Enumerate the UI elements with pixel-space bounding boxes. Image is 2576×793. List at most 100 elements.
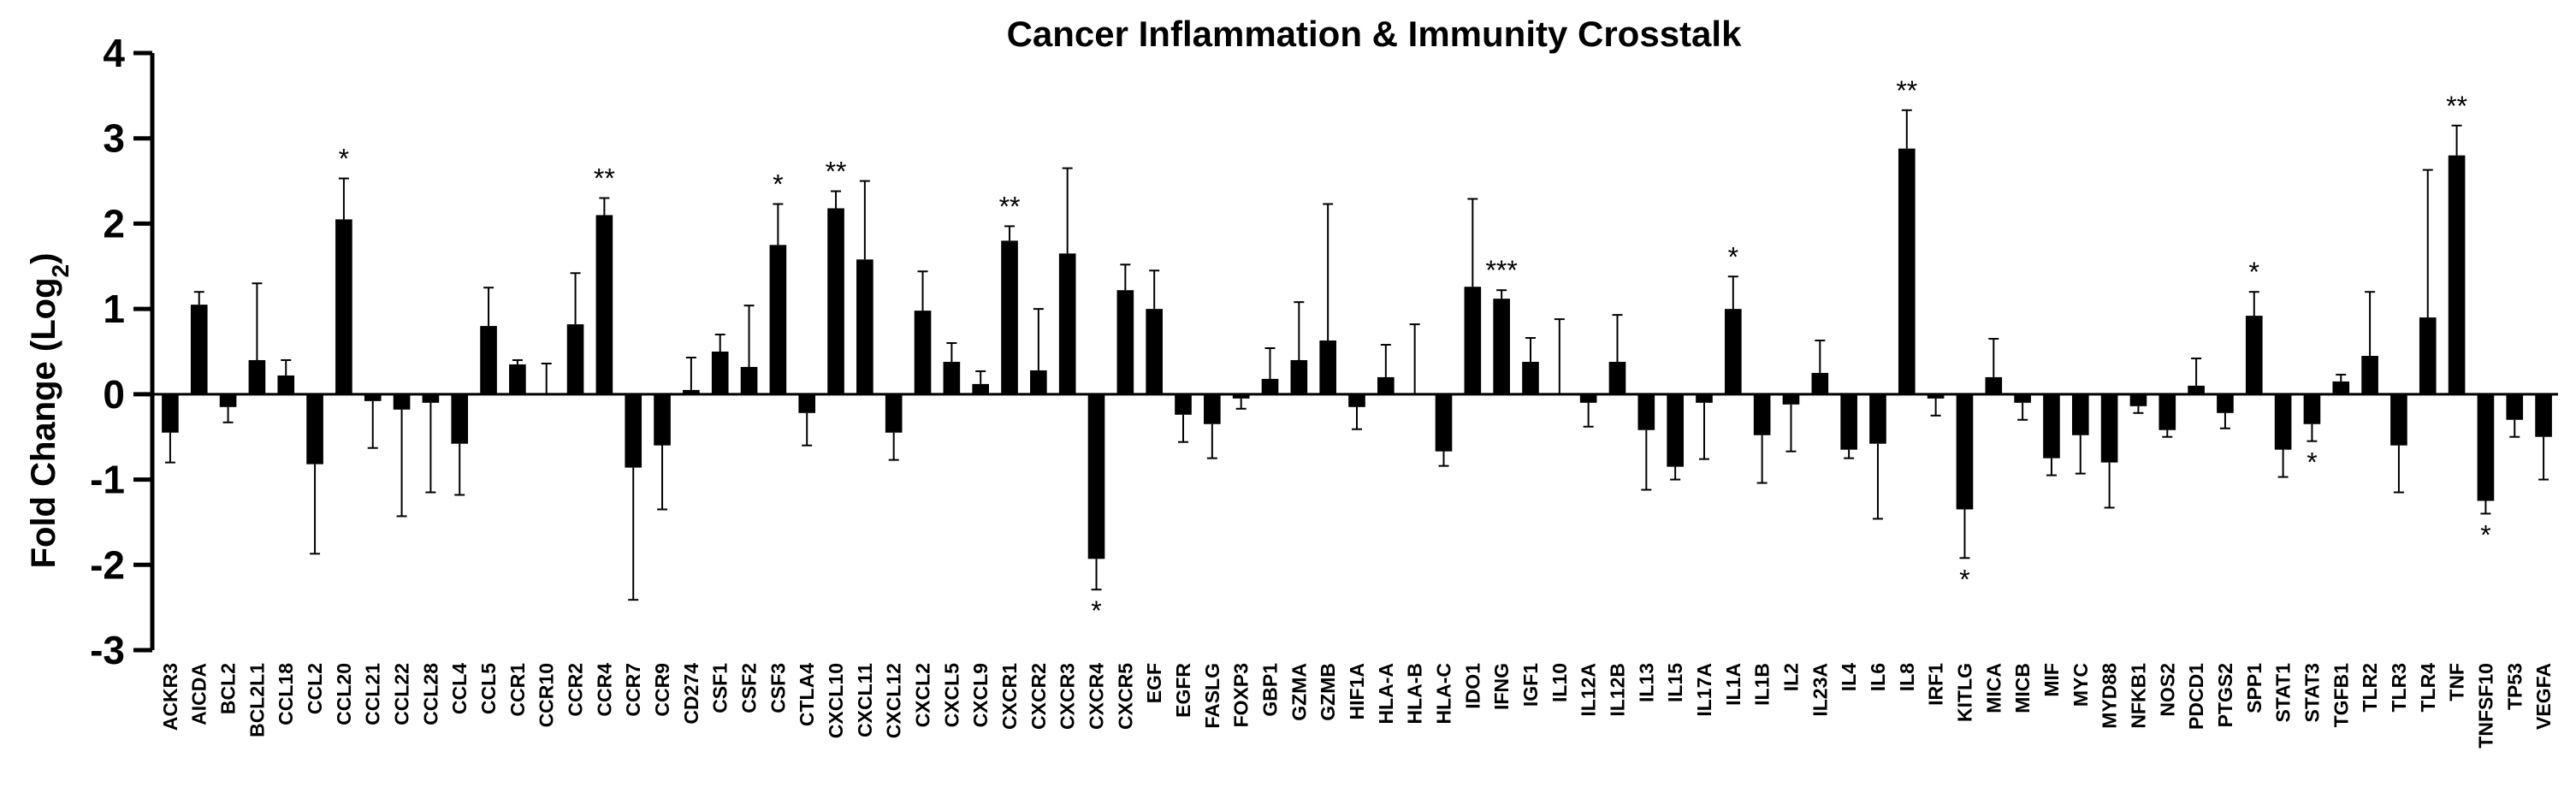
x-tick-label-CCL21: CCL21 — [362, 663, 384, 725]
bar-NOS2 — [2159, 394, 2176, 430]
y-axis-tick-label: 2 — [103, 201, 125, 246]
x-tick-label-TNFSF10: TNFSF10 — [2474, 663, 2496, 749]
bar-CXCL10 — [827, 208, 844, 394]
significance-markers: *** * ******** ********* — [339, 75, 2491, 626]
bar-CSF2 — [740, 366, 758, 394]
bar-CCL20 — [335, 219, 352, 394]
x-tick-label-CCL18: CCL18 — [275, 663, 297, 725]
bar-CCL22 — [393, 394, 411, 410]
x-tick-label-CCR2: CCR2 — [565, 663, 587, 717]
bar-CCR9 — [654, 394, 671, 446]
bar-IL8 — [1898, 148, 1916, 394]
x-tick-label-IL6: IL6 — [1867, 663, 1889, 691]
bar-STAT1 — [2274, 394, 2292, 450]
chart-title: Cancer Inflammation & Immunity Crosstalk — [1007, 14, 1743, 54]
bar-IRF1 — [1927, 394, 1945, 399]
bar-CXCR5 — [1116, 290, 1134, 394]
y-axis-tick-label: 0 — [103, 372, 125, 417]
x-tick-label-HIF1A: HIF1A — [1346, 663, 1368, 719]
bar-CCR7 — [625, 394, 643, 468]
bar-CCL28 — [422, 394, 440, 403]
x-tick-label-KITLG: KITLG — [1953, 663, 1975, 722]
significance-SPP1: * — [2249, 257, 2259, 287]
bar-CXCL9 — [972, 383, 990, 394]
x-axis-tick-labels: ACKR3 AICDA BCL2 BCL2L1 CCL18 CCL2 CCL20 CCL21 C… — [159, 663, 2555, 749]
x-tick-label-PTGS2: PTGS2 — [2214, 663, 2236, 727]
significance-IL1A: * — [1728, 241, 1738, 272]
x-tick-label-CCL2: CCL2 — [304, 663, 326, 714]
bar-CCR2 — [566, 324, 584, 394]
x-tick-label-STAT1: STAT1 — [2272, 663, 2295, 723]
x-tick-label-CCR9: CCR9 — [651, 663, 673, 717]
significance-TNF: ** — [2446, 91, 2467, 121]
x-tick-label-GZMA: GZMA — [1288, 663, 1310, 721]
significance-IFNG: *** — [1485, 255, 1517, 286]
x-tick-label-CXCL9: CXCL9 — [969, 663, 992, 727]
bar-HLA-A — [1377, 376, 1395, 394]
x-tick-label-CXCR1: CXCR1 — [998, 663, 1021, 730]
bar-TGFB1 — [2332, 381, 2350, 394]
bar-IL1A — [1724, 309, 1742, 394]
x-tick-label-AICDA: AICDA — [188, 663, 210, 725]
x-tick-label-CCR7: CCR7 — [622, 663, 644, 717]
x-tick-label-TLR3: TLR3 — [2388, 663, 2410, 713]
x-tick-label-TLR2: TLR2 — [2359, 663, 2381, 713]
significance-CSF3: * — [773, 169, 783, 199]
x-tick-label-CCL4: CCL4 — [448, 663, 471, 714]
bar-TNF — [2448, 155, 2466, 394]
bar-KITLG — [1956, 394, 1974, 510]
x-tick-label-CXCR5: CXCR5 — [1114, 663, 1136, 730]
x-tick-label-CCL20: CCL20 — [333, 663, 355, 725]
bar-PDCD1 — [2188, 385, 2205, 394]
x-tick-label-TP53: TP53 — [2503, 663, 2526, 710]
bar-AICDA — [190, 305, 208, 394]
bar-IGF1 — [1522, 361, 1539, 394]
y-axis-tick-label: -2 — [90, 542, 125, 587]
bar-FASLG — [1204, 394, 1221, 424]
bar-IL13 — [1637, 394, 1655, 430]
bar-CSF1 — [711, 352, 729, 394]
bar-IL6 — [1869, 394, 1886, 444]
x-tick-label-IL4: IL4 — [1838, 663, 1860, 691]
x-tick-label-NOS2: NOS2 — [2156, 663, 2178, 717]
bar-IL12A — [1579, 394, 1597, 403]
x-tick-label-CCR10: CCR10 — [536, 663, 558, 727]
bar-PTGS2 — [2217, 394, 2234, 413]
bar-ACKR3 — [162, 394, 179, 433]
bar-CXCL11 — [856, 259, 873, 394]
bar-CXCR4 — [1087, 394, 1105, 559]
bar-IL15 — [1667, 394, 1684, 467]
x-tick-label-CXCL5: CXCL5 — [940, 663, 962, 728]
bar-MYD88 — [2100, 394, 2118, 463]
y-axis-tick-label: -3 — [90, 628, 125, 672]
x-tick-label-IL8: IL8 — [1896, 663, 1918, 691]
bar-CD274 — [683, 389, 700, 394]
bar-TP53 — [2506, 394, 2524, 420]
x-tick-label-FASLG: FASLG — [1201, 663, 1223, 729]
significance-KITLG: * — [1959, 564, 1969, 595]
x-tick-label-IGF1: IGF1 — [1519, 663, 1542, 707]
bar-CCL18 — [277, 375, 295, 394]
significance-CCL20: * — [339, 144, 349, 175]
x-tick-label-CXCR2: CXCR2 — [1027, 663, 1050, 730]
bar-EGFR — [1175, 394, 1192, 415]
x-tick-label-VEGFA: VEGFA — [2532, 663, 2555, 730]
x-tick-label-IL23A: IL23A — [1809, 663, 1831, 717]
x-tick-label-TLR4: TLR4 — [2417, 663, 2439, 713]
x-tick-label-IL17A: IL17A — [1693, 663, 1715, 717]
x-tick-label-FOXP3: FOXP3 — [1230, 663, 1252, 727]
bar-IDO1 — [1464, 287, 1482, 394]
bar-TNFSF10 — [2477, 394, 2495, 501]
x-tick-label-IL12B: IL12B — [1606, 663, 1628, 717]
x-tick-label-PDCD1: PDCD1 — [2185, 663, 2207, 730]
x-tick-label-CSF2: CSF2 — [738, 663, 761, 713]
x-tick-label-IL2: IL2 — [1780, 663, 1802, 691]
x-tick-label-CCR1: CCR1 — [506, 663, 529, 717]
bar-HLA-C — [1435, 394, 1453, 452]
bar-GZMB — [1319, 340, 1336, 394]
bar-IFNG — [1493, 299, 1510, 394]
bar-CXCL2 — [914, 311, 932, 394]
bar-IL23A — [1811, 372, 1829, 394]
x-tick-label-CTLA4: CTLA4 — [796, 663, 818, 726]
